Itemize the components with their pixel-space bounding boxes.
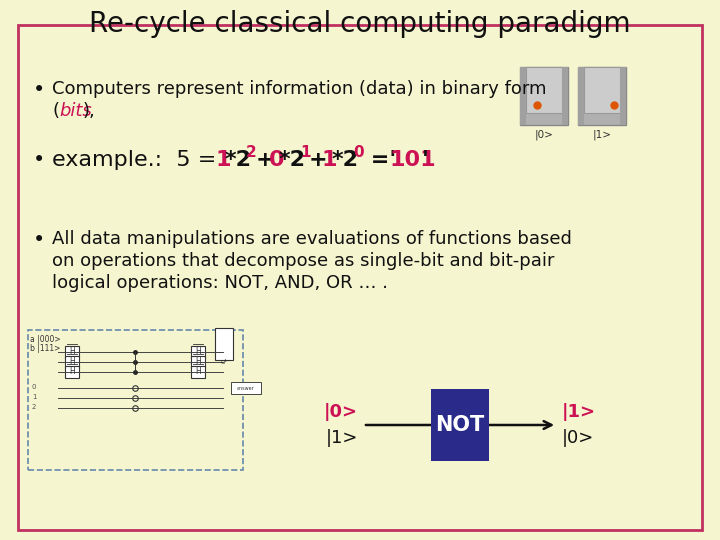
Text: 0: 0 [353,145,364,160]
Text: +: + [309,150,328,170]
Text: |0>: |0> [324,403,358,421]
Text: 0: 0 [269,150,284,170]
Text: |0>: |0> [562,429,594,447]
Text: b |111>: b |111> [30,344,60,353]
Text: ),: ), [83,102,96,120]
Text: |1>: |1> [562,403,596,421]
Text: H: H [195,357,201,367]
Text: Computers represent information (data) in binary form: Computers represent information (data) i… [52,80,546,98]
Text: NOT: NOT [436,415,485,435]
Text: |1>: |1> [325,429,358,447]
Text: H: H [195,368,201,376]
Bar [520,67,568,125]
Text: logical operations: NOT, AND, OR … .: logical operations: NOT, AND, OR … . [52,274,388,292]
Text: H: H [69,348,75,356]
Text: 1: 1 [300,145,310,160]
Bar [215,328,233,360]
Text: •: • [33,150,45,170]
Text: answer: answer [237,386,255,390]
Bar [578,67,584,125]
Text: ': ' [422,150,429,170]
Text: *2: *2 [332,150,359,170]
Bar [584,67,620,113]
Text: |0>: |0> [534,129,554,139]
Text: =': =' [363,150,396,170]
Text: H: H [195,348,201,356]
Bar [65,346,79,358]
Text: a |000>: a |000> [30,335,60,344]
Text: H: H [69,368,75,376]
Text: 1: 1 [322,150,338,170]
Bar [191,356,205,368]
Text: 2: 2 [32,404,37,410]
Bar [431,389,489,461]
Text: (: ( [52,102,59,120]
Bar [65,366,79,378]
Text: on operations that decompose as single-bit and bit-pair: on operations that decompose as single-b… [52,252,554,270]
Bar [191,366,205,378]
Text: Re-cycle classical computing paradigm: Re-cycle classical computing paradigm [89,10,631,38]
Text: *2: *2 [225,150,252,170]
Bar [191,346,205,358]
Text: 1: 1 [215,150,230,170]
Text: example.:  5 =: example.: 5 = [52,150,217,170]
Bar [526,67,562,113]
Text: 101: 101 [390,150,436,170]
Text: bits: bits [59,102,91,120]
Text: +: + [256,150,274,170]
Text: |1>: |1> [593,129,611,139]
Bar [231,382,261,394]
Text: *2: *2 [279,150,306,170]
Text: U¹: U¹ [220,360,228,365]
Text: 0: 0 [32,384,37,390]
Bar [578,67,626,125]
Text: All data manipulations are evaluations of functions based: All data manipulations are evaluations o… [52,230,572,248]
Bar [620,67,626,125]
Text: 2: 2 [246,145,257,160]
Text: •: • [33,230,45,250]
Text: H: H [69,357,75,367]
Text: 1: 1 [32,394,37,400]
Text: •: • [33,80,45,100]
Bar [28,330,243,470]
Bar [520,67,526,125]
Bar [562,67,568,125]
Bar [65,356,79,368]
